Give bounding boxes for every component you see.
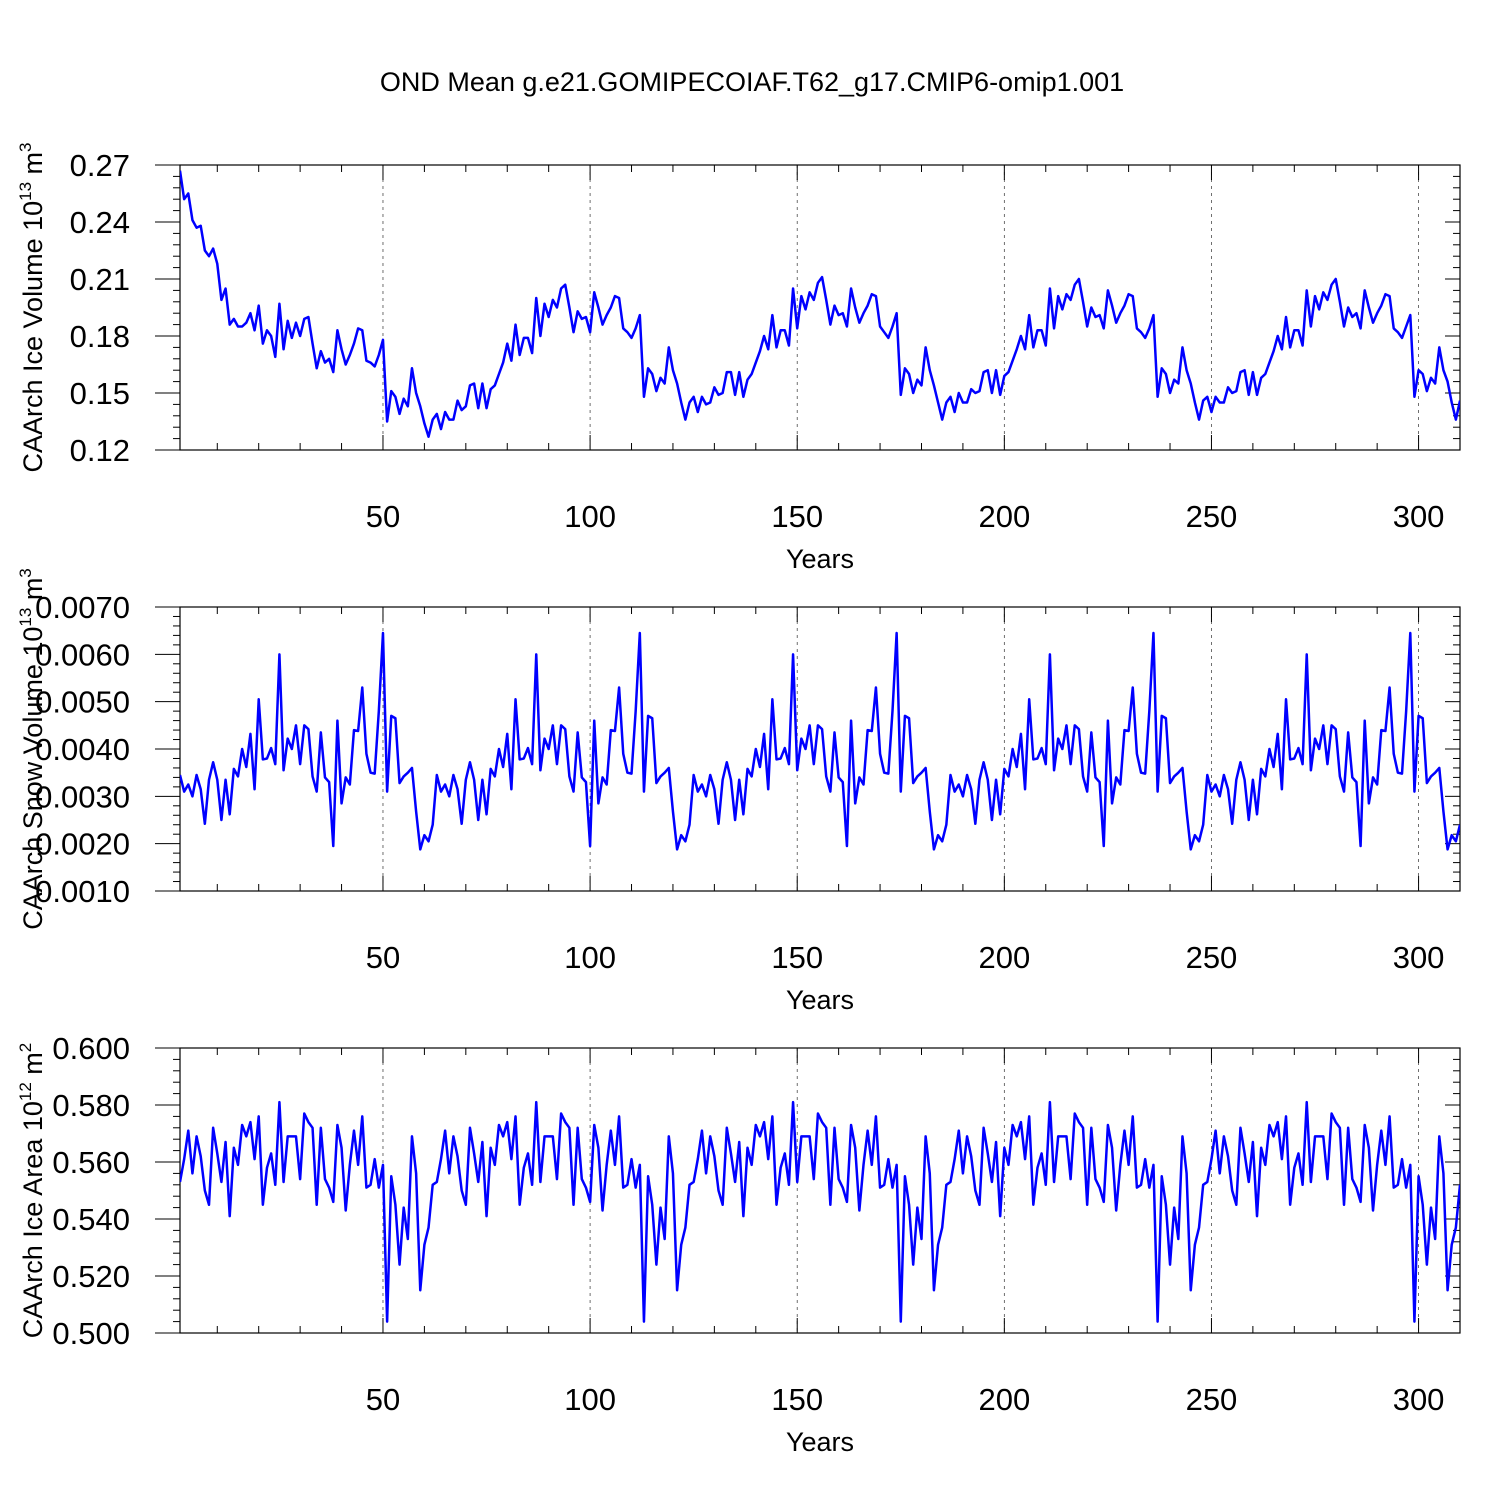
ice-volume-y-tick-label: 0.21	[70, 262, 130, 297]
ice-volume-y-axis-label-text: CAArch Ice Volume 10	[18, 201, 48, 473]
ice-area-y-axis-label-text: CAArch Ice Area 10	[18, 1101, 48, 1338]
ice-area-y-axis-label-unit-exp: 2	[16, 1043, 35, 1052]
snow-volume-y-tick-label: 0.0060	[35, 637, 130, 672]
ice-area-x-tick-label: 200	[978, 1382, 1030, 1417]
ice-volume-y-axis-label-unit-exp: 3	[16, 142, 35, 151]
snow-volume-y-tick-label: 0.0010	[35, 874, 130, 909]
ice-volume-x-axis-label: Years	[786, 544, 854, 574]
ice-volume-x-tick-label: 50	[366, 499, 400, 534]
snow-volume-x-tick-label: 150	[771, 940, 823, 975]
ice-volume-series-line	[180, 170, 1460, 438]
snow-volume-y-tick-label: 0.0070	[35, 590, 130, 625]
ice-area-y-tick-label: 0.520	[52, 1259, 130, 1294]
ice-volume-y-tick-label: 0.24	[70, 205, 130, 240]
ice-volume-y-axis-label-exp: 13	[16, 182, 35, 201]
snow-volume-y-axis-label-text: CAArch Snow Volume 10	[18, 627, 48, 930]
snow-volume-x-tick-label: 300	[1393, 940, 1445, 975]
ice-area-y-tick-label: 0.500	[52, 1316, 130, 1351]
ice-volume-y-tick-label: 0.12	[70, 433, 130, 468]
snow-volume-series-line	[180, 631, 1460, 851]
ice-area-y-tick-label: 0.580	[52, 1088, 130, 1123]
snow-volume-plot-frame	[179, 606, 1461, 892]
snow-volume-y-axis-label: CAArch Snow Volume 1013 m3	[16, 568, 48, 930]
snow-volume-y-axis-label-unit: m	[18, 578, 48, 608]
ice-area-x-axis-label: Years	[786, 1427, 854, 1457]
ice-volume-x-tick-label: 150	[771, 499, 823, 534]
ice-volume-y-tick-label: 0.18	[70, 319, 130, 354]
snow-volume-y-tick-label: 0.0050	[35, 685, 130, 720]
snow-volume-x-tick-label: 200	[978, 940, 1030, 975]
snow-volume-x-tick-label: 250	[1186, 940, 1238, 975]
ice-volume-x-tick-label: 300	[1393, 499, 1445, 534]
snow-volume-panel: 50 100 150 200 250 300 Years 0.0010 0.0020 0.0030…	[16, 568, 1461, 1015]
ice-area-x-tick-label: 50	[366, 1382, 400, 1417]
ice-volume-x-tick-label: 200	[978, 499, 1030, 534]
snow-volume-x-tick-label: 50	[366, 940, 400, 975]
chart-title: OND Mean g.e21.GOMIPECOIAF.T62_g17.CMIP6…	[380, 67, 1124, 97]
ice-area-plot-frame	[179, 1047, 1461, 1334]
ice-area-x-tick-label: 300	[1393, 1382, 1445, 1417]
ice-volume-y-tick-label: 0.27	[70, 148, 130, 183]
snow-volume-y-tick-label: 0.0040	[35, 732, 130, 767]
ice-volume-x-tick-label: 100	[564, 499, 616, 534]
ice-volume-y-axis-label-unit: m	[18, 152, 48, 182]
ice-area-panel: 50 100 150 200 250 300 Years 0.500 0.520 0.540 0.5…	[16, 1031, 1461, 1457]
snow-volume-y-axis-label-exp: 13	[16, 608, 35, 627]
ice-area-y-axis-label-exp: 12	[16, 1082, 35, 1101]
ice-volume-plot-frame	[179, 164, 1461, 451]
ice-area-x-tick-label: 100	[564, 1382, 616, 1417]
ice-volume-x-tick-label: 250	[1186, 499, 1238, 534]
snow-volume-x-axis-label: Years	[786, 985, 854, 1015]
ice-area-y-axis-label-unit: m	[18, 1052, 48, 1082]
ice-area-y-tick-label: 0.600	[52, 1031, 130, 1066]
snow-volume-y-tick-label: 0.0020	[35, 827, 130, 862]
ice-volume-y-tick-label: 0.15	[70, 376, 130, 411]
ice-area-series-line	[180, 1100, 1460, 1323]
snow-volume-y-tick-label: 0.0030	[35, 779, 130, 814]
ice-area-y-tick-label: 0.560	[52, 1145, 130, 1180]
ice-area-x-tick-label: 150	[771, 1382, 823, 1417]
snow-volume-y-axis-label-unit-exp: 3	[16, 568, 35, 577]
ice-area-y-tick-label: 0.540	[52, 1202, 130, 1237]
ice-volume-panel: 50 100 150 200 250 300 Years 0.12 0.15 0.18 0.21 0.…	[16, 142, 1461, 574]
snow-volume-x-tick-label: 100	[564, 940, 616, 975]
ice-volume-y-axis-label: CAArch Ice Volume 1013 m3	[16, 142, 48, 472]
ice-area-y-axis-label: CAArch Ice Area 1012 m2	[16, 1043, 48, 1339]
ice-area-x-tick-label: 250	[1186, 1382, 1238, 1417]
panels: 50 100 150 200 250 300Years0.120.150.180.210.…	[16, 142, 1461, 1457]
